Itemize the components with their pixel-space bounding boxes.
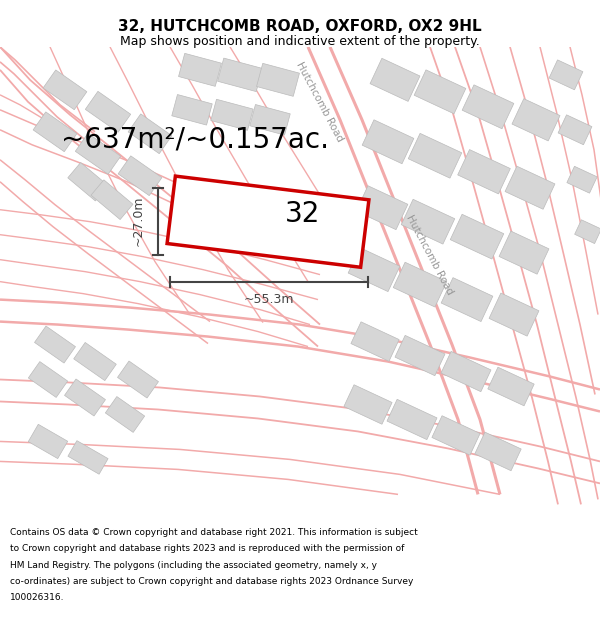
Polygon shape bbox=[499, 231, 549, 274]
Polygon shape bbox=[387, 399, 437, 439]
Polygon shape bbox=[179, 53, 221, 86]
Polygon shape bbox=[43, 70, 87, 110]
Polygon shape bbox=[118, 156, 162, 196]
Polygon shape bbox=[362, 120, 414, 164]
Text: HM Land Registry. The polygons (including the associated geometry, namely x, y: HM Land Registry. The polygons (includin… bbox=[10, 561, 377, 569]
Polygon shape bbox=[344, 385, 392, 424]
Text: ~27.0m: ~27.0m bbox=[131, 196, 145, 246]
Text: Hutchcomb Road: Hutchcomb Road bbox=[404, 213, 455, 296]
Text: ~55.3m: ~55.3m bbox=[244, 293, 294, 306]
Polygon shape bbox=[172, 94, 212, 125]
Polygon shape bbox=[65, 379, 106, 416]
Polygon shape bbox=[489, 293, 539, 336]
Polygon shape bbox=[414, 70, 466, 114]
Polygon shape bbox=[74, 342, 116, 381]
Polygon shape bbox=[33, 112, 77, 152]
Polygon shape bbox=[28, 362, 68, 398]
Polygon shape bbox=[575, 220, 600, 244]
Polygon shape bbox=[356, 186, 408, 229]
Polygon shape bbox=[432, 416, 480, 455]
Polygon shape bbox=[218, 58, 262, 92]
Polygon shape bbox=[118, 361, 158, 398]
Text: Contains OS data © Crown copyright and database right 2021. This information is : Contains OS data © Crown copyright and d… bbox=[10, 528, 418, 537]
Text: 100026316.: 100026316. bbox=[10, 593, 65, 602]
Polygon shape bbox=[91, 180, 133, 219]
Polygon shape bbox=[85, 91, 131, 132]
Polygon shape bbox=[505, 166, 555, 209]
Polygon shape bbox=[441, 351, 491, 392]
Polygon shape bbox=[348, 248, 400, 292]
Text: to Crown copyright and database rights 2023 and is reproduced with the permissio: to Crown copyright and database rights 2… bbox=[10, 544, 404, 553]
Polygon shape bbox=[462, 85, 514, 129]
Polygon shape bbox=[512, 99, 560, 141]
Polygon shape bbox=[211, 99, 253, 131]
Polygon shape bbox=[68, 162, 108, 201]
Text: Hutchcomb Road: Hutchcomb Road bbox=[295, 60, 346, 144]
Polygon shape bbox=[76, 133, 121, 174]
Text: Map shows position and indicative extent of the property.: Map shows position and indicative extent… bbox=[120, 36, 480, 48]
Polygon shape bbox=[458, 149, 511, 194]
Polygon shape bbox=[28, 424, 68, 459]
Text: 32: 32 bbox=[286, 200, 320, 228]
Text: co-ordinates) are subject to Crown copyright and database rights 2023 Ordnance S: co-ordinates) are subject to Crown copyr… bbox=[10, 577, 413, 586]
Polygon shape bbox=[257, 63, 299, 96]
Polygon shape bbox=[558, 115, 592, 145]
Polygon shape bbox=[450, 214, 504, 259]
Polygon shape bbox=[351, 322, 399, 361]
Polygon shape bbox=[250, 104, 290, 135]
Polygon shape bbox=[128, 114, 172, 154]
Polygon shape bbox=[408, 133, 462, 178]
Polygon shape bbox=[35, 326, 76, 363]
Polygon shape bbox=[488, 368, 534, 406]
Polygon shape bbox=[395, 336, 445, 376]
Polygon shape bbox=[68, 441, 108, 474]
Text: 32, HUTCHCOMB ROAD, OXFORD, OX2 9HL: 32, HUTCHCOMB ROAD, OXFORD, OX2 9HL bbox=[118, 19, 482, 34]
Polygon shape bbox=[401, 199, 455, 244]
Polygon shape bbox=[167, 176, 369, 268]
Polygon shape bbox=[549, 60, 583, 90]
Polygon shape bbox=[567, 166, 597, 193]
Polygon shape bbox=[370, 58, 420, 101]
Polygon shape bbox=[441, 278, 493, 322]
Polygon shape bbox=[393, 262, 447, 307]
Polygon shape bbox=[106, 396, 145, 432]
Polygon shape bbox=[475, 432, 521, 471]
Text: ~637m²/~0.157ac.: ~637m²/~0.157ac. bbox=[61, 126, 329, 154]
